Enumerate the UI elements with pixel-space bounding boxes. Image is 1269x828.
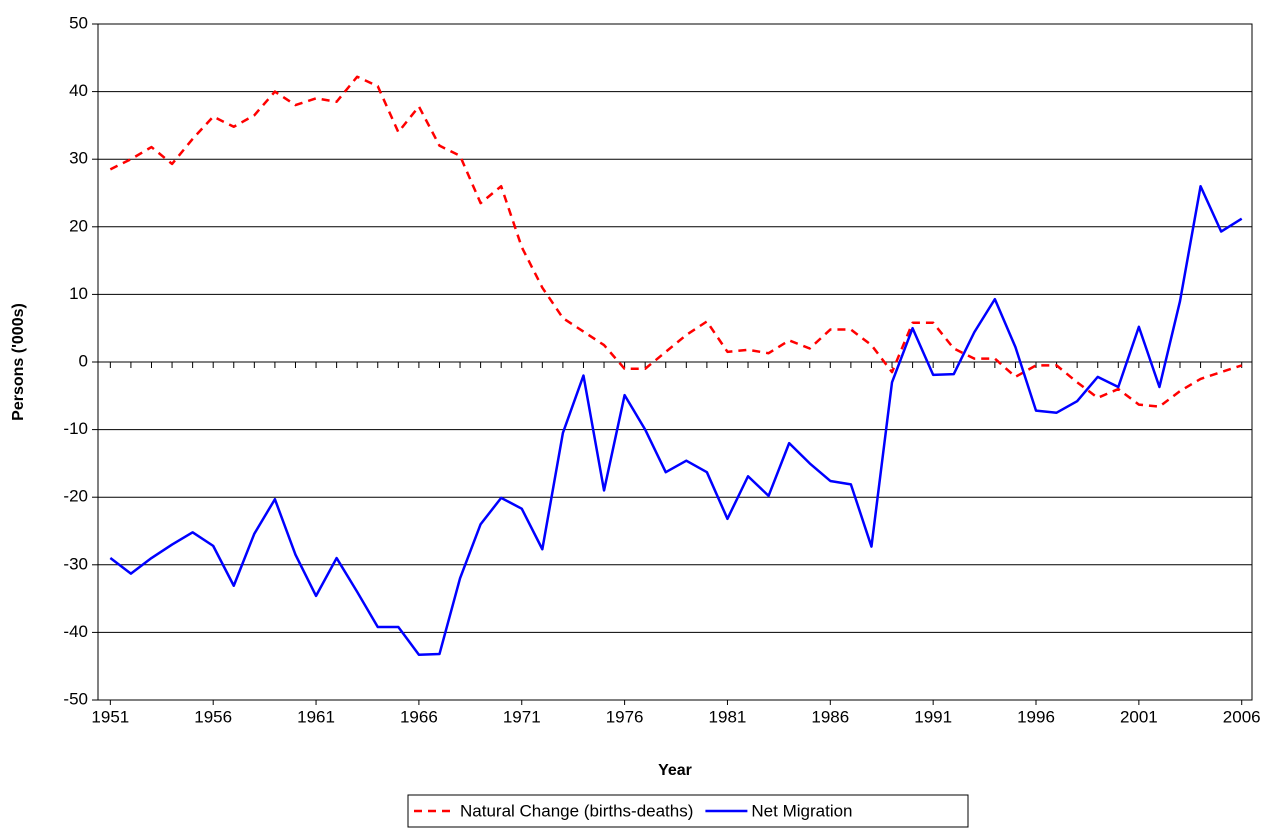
x-tick-label: 1971 xyxy=(503,707,541,726)
y-tick-label: 40 xyxy=(69,81,88,100)
x-tick-label: 1966 xyxy=(400,707,438,726)
y-tick-label: 20 xyxy=(69,216,88,235)
x-tick-label: 1991 xyxy=(914,707,952,726)
x-axis-title: Year xyxy=(658,762,692,779)
y-tick-label: 0 xyxy=(79,351,88,370)
legend-label: Net Migration xyxy=(751,801,852,820)
y-tick-label: 30 xyxy=(69,149,88,168)
x-tick-label: 1956 xyxy=(194,707,232,726)
y-tick-label: 10 xyxy=(69,284,88,303)
x-tick-label: 1976 xyxy=(606,707,644,726)
x-tick-label: 1961 xyxy=(297,707,335,726)
x-tick-label: 1986 xyxy=(811,707,849,726)
legend-label: Natural Change (births-deaths) xyxy=(460,801,693,820)
x-tick-label: 1996 xyxy=(1017,707,1055,726)
x-tick-label: 1951 xyxy=(91,707,129,726)
y-tick-label: 50 xyxy=(69,13,88,32)
x-tick-label: 2001 xyxy=(1120,707,1158,726)
x-tick-label: 2006 xyxy=(1223,707,1261,726)
y-tick-label: -20 xyxy=(63,487,88,506)
y-tick-label: -40 xyxy=(63,622,88,641)
series-line xyxy=(109,75,1243,408)
series-line xyxy=(109,184,1243,656)
y-tick-label: -50 xyxy=(63,689,88,708)
y-axis-title: Persons ('000s) xyxy=(10,303,27,421)
y-tick-label: -10 xyxy=(63,419,88,438)
x-tick-label: 1981 xyxy=(709,707,747,726)
y-tick-label: -30 xyxy=(63,554,88,573)
legend-box xyxy=(407,794,969,828)
